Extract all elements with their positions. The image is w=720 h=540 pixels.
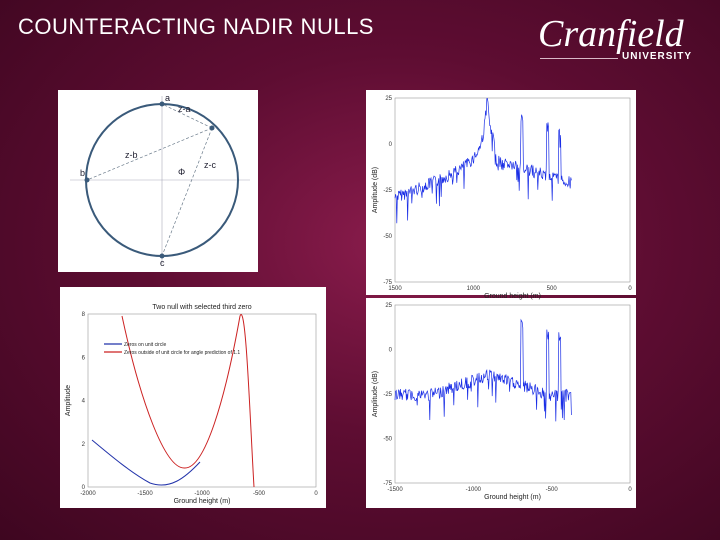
x-tick-label: 0 [314, 491, 318, 497]
plot-panel [366, 298, 636, 508]
x-tick-label: 0 [628, 286, 632, 292]
y-axis-label: Amplitude (dB) [372, 167, 379, 213]
diagram-label: b [80, 168, 85, 178]
legend-keys [104, 343, 122, 353]
y-tick-label: -75 [383, 280, 392, 286]
y-tick-label: -25 [383, 188, 392, 194]
x-tick-label: -1000 [194, 491, 210, 497]
y-tick-label: 2 [82, 442, 86, 448]
x-tick-label: -2000 [80, 491, 96, 497]
diagram-label: a [165, 93, 170, 103]
slide-title: COUNTERACTING NADIR NULLS [18, 14, 374, 39]
diagram-label: z-c [204, 160, 216, 170]
x-tick-label: 0 [628, 487, 632, 493]
y-tick-label: -25 [383, 392, 392, 398]
y-axis-label: Amplitude [65, 385, 72, 416]
diagram-label: c [160, 258, 165, 268]
y-tick-label: 0 [389, 348, 393, 354]
x-axis-label: Ground height (m) [174, 498, 231, 505]
logo-name: Cranfield [538, 13, 684, 55]
logo-rule [540, 58, 618, 59]
trace [394, 318, 572, 422]
plot-panel [60, 287, 326, 508]
diagram-label: z-a [178, 104, 191, 114]
diagram-label: Φ [178, 167, 185, 177]
plot-title: Two null with selected third zero [152, 304, 251, 311]
diagram-panel [58, 90, 258, 272]
y-tick-label: 25 [385, 96, 392, 102]
y-tick-label: 6 [82, 355, 86, 361]
x-axis-label: Ground height (m) [484, 494, 541, 501]
legend-label: Zeros on unit circle [124, 342, 166, 348]
y-tick-label: -50 [383, 437, 392, 443]
y-axis-label: Amplitude (dB) [372, 371, 379, 417]
diagram-points [84, 101, 215, 259]
curve [121, 314, 255, 488]
x-tick-label: 1000 [467, 286, 481, 292]
legend-label: Zeros outside of unit circle for angle p… [124, 350, 240, 356]
x-tick-label: -1000 [466, 487, 482, 493]
y-tick-label: 4 [82, 399, 86, 405]
y-tick-label: 0 [389, 142, 393, 148]
y-tick-label: -75 [383, 481, 392, 487]
y-tick-label: -50 [383, 234, 392, 240]
diagram-label: z-b [125, 150, 138, 160]
x-tick-label: -500 [546, 487, 559, 493]
x-tick-label: -500 [253, 491, 266, 497]
logo-subtitle: UNIVERSITY [622, 51, 693, 62]
x-tick-label: 1500 [388, 286, 402, 292]
x-tick-label: -1500 [387, 487, 403, 493]
y-tick-label: 25 [385, 303, 392, 309]
diagram-lines [86, 103, 213, 257]
y-tick-label: 0 [82, 485, 86, 491]
x-tick-label: -1500 [137, 491, 153, 497]
diagram-axes [70, 96, 250, 264]
trace [394, 97, 572, 224]
plot-panel [366, 90, 636, 295]
x-axis-label: Ground height (m) [484, 293, 541, 300]
plot-frames [87, 97, 631, 488]
x-tick-label: 500 [547, 286, 558, 292]
y-tick-label: 8 [82, 312, 86, 318]
curve [91, 439, 201, 486]
